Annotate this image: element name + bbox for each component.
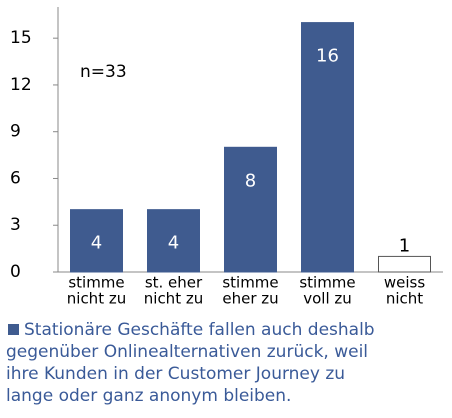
y-tick-label: 15 bbox=[10, 28, 32, 48]
y-tick-label: 3 bbox=[10, 215, 21, 235]
x-tick-label: eher zu bbox=[222, 290, 278, 308]
x-tick-label: nicht zu bbox=[67, 290, 126, 308]
bar bbox=[224, 146, 277, 273]
annotation: n=33 bbox=[80, 62, 127, 82]
y-tick-label: 9 bbox=[10, 122, 21, 142]
value-label: 8 bbox=[245, 170, 256, 191]
caption-line: lange oder ganz anonym bleiben. bbox=[6, 386, 291, 406]
y-tick-label: 6 bbox=[10, 168, 21, 188]
bar bbox=[301, 22, 354, 273]
x-tick-label: stimme bbox=[222, 274, 278, 292]
x-tick-label: stimme bbox=[68, 274, 124, 292]
y-tick-label: 0 bbox=[10, 262, 21, 282]
x-tick-label: nicht bbox=[386, 290, 423, 308]
caption-line: Stationäre Geschäfte fallen auch deshalb bbox=[24, 320, 375, 340]
x-tick-label: voll zu bbox=[303, 290, 352, 308]
caption-line: ihre Kunden in der Customer Journey zu bbox=[6, 364, 345, 384]
y-tick-label: 12 bbox=[10, 75, 32, 95]
value-label: 16 bbox=[316, 46, 339, 67]
x-tick-label: nicht zu bbox=[144, 290, 203, 308]
x-tick-label: stimme bbox=[299, 274, 355, 292]
value-label: 4 bbox=[91, 233, 102, 254]
legend-marker bbox=[8, 324, 19, 335]
caption-line: gegenüber Onlinealternativen zurück, wei… bbox=[6, 342, 368, 362]
bar bbox=[70, 209, 123, 273]
bar bbox=[147, 209, 200, 273]
value-label: 1 bbox=[399, 235, 410, 256]
x-tick-label: st. eher bbox=[145, 274, 203, 292]
x-tick-label: weiss bbox=[384, 274, 425, 292]
value-label: 4 bbox=[168, 233, 179, 254]
bar bbox=[378, 255, 431, 273]
